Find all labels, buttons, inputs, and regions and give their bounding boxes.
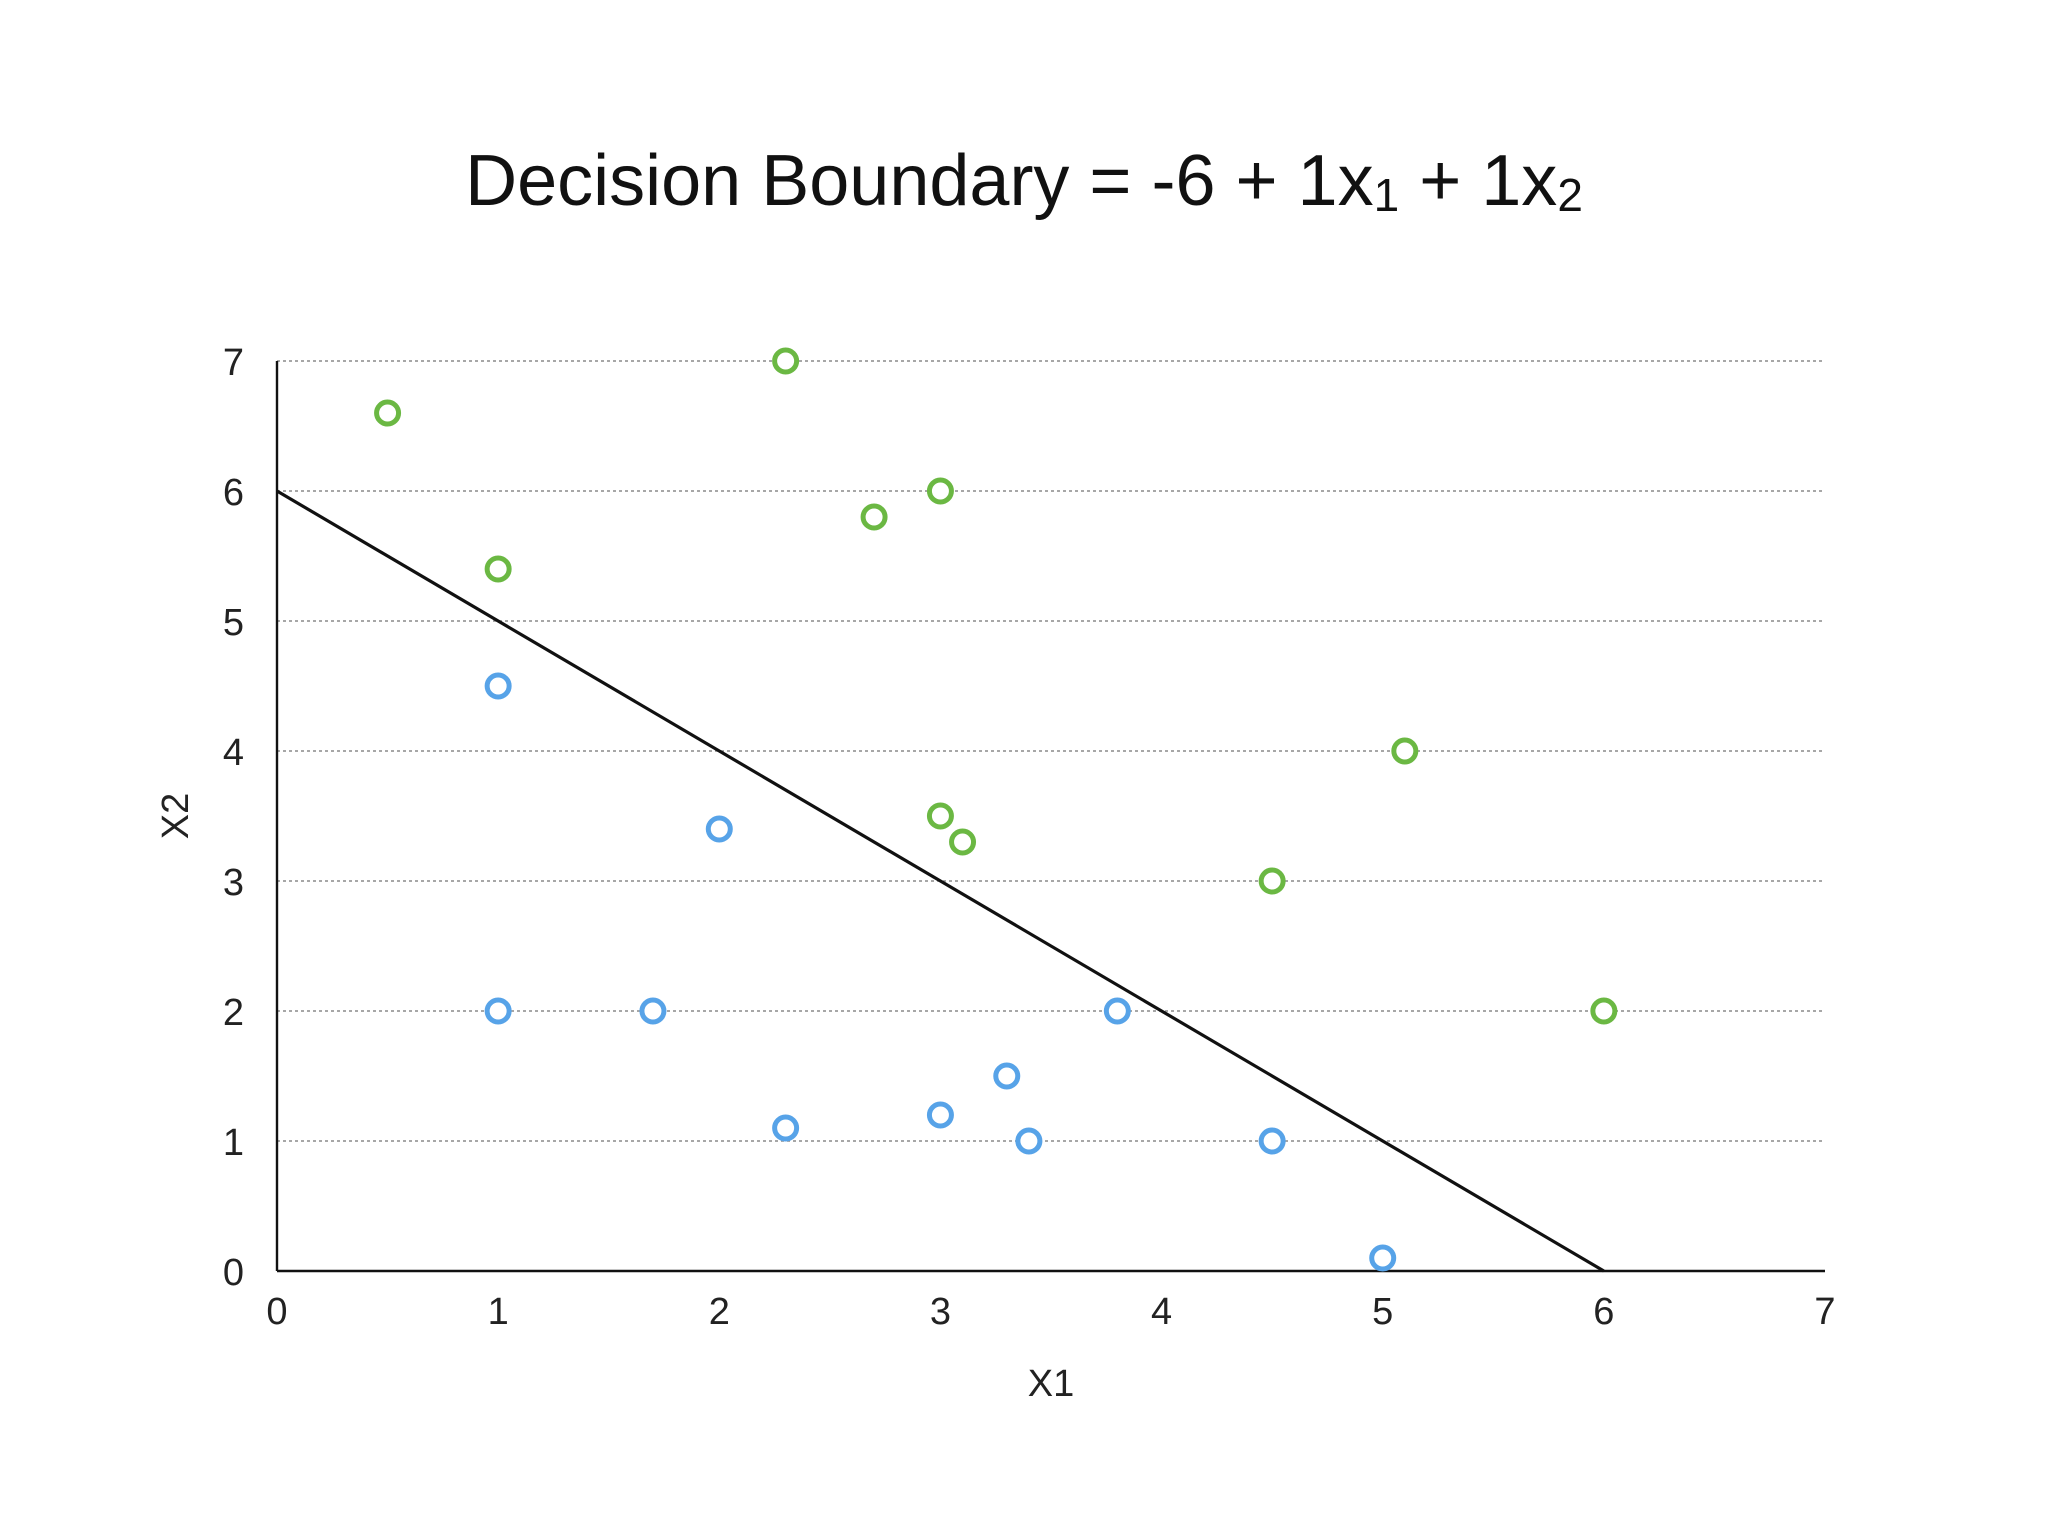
data-point <box>1258 867 1286 895</box>
y-axis-label: X2 <box>155 793 197 839</box>
y-tick-label: 0 <box>223 1252 244 1294</box>
data-point <box>705 815 733 843</box>
y-tick-label: 5 <box>223 602 244 644</box>
data-point <box>772 1114 800 1142</box>
y-tick-label: 3 <box>223 862 244 904</box>
data-point <box>926 802 954 830</box>
data-point <box>1015 1127 1043 1155</box>
data-point <box>639 997 667 1025</box>
data-point <box>926 1101 954 1129</box>
data-point <box>374 399 402 427</box>
y-tick-label: 2 <box>223 992 244 1034</box>
data-point <box>860 503 888 531</box>
x-tick-label: 5 <box>1372 1291 1393 1333</box>
data-points <box>374 347 1618 1272</box>
y-tick-label: 4 <box>223 732 244 774</box>
x-tick-label: 3 <box>930 1291 951 1333</box>
axes <box>275 361 1825 1273</box>
chart-title: Decision Boundary = -6 + 1x1 + 1x2 <box>0 140 2048 222</box>
x-tick-label: 0 <box>266 1291 287 1333</box>
data-point <box>949 828 977 856</box>
x-tick-label: 1 <box>488 1291 509 1333</box>
data-point <box>1258 1127 1286 1155</box>
data-point <box>772 347 800 375</box>
data-point <box>1590 997 1618 1025</box>
data-point <box>993 1062 1021 1090</box>
x-tick-label: 2 <box>709 1291 730 1333</box>
data-point <box>484 997 512 1025</box>
grid-lines <box>277 360 1825 1142</box>
tick-labels: 0 1 2 3 4 5 6 7 0 1 2 3 4 5 6 7 <box>223 342 1836 1333</box>
chart-title-mid: + 1x <box>1399 141 1558 221</box>
y-tick-label: 1 <box>223 1122 244 1164</box>
data-point <box>484 555 512 583</box>
data-point <box>484 672 512 700</box>
chart-title-sub2: 2 <box>1557 169 1583 221</box>
chart-title-main: Decision Boundary = -6 + 1x <box>465 141 1374 221</box>
x-tick-label: 7 <box>1814 1291 1835 1333</box>
x-tick-label: 6 <box>1593 1291 1614 1333</box>
data-point <box>926 477 954 505</box>
x-axis-label: X1 <box>1028 1363 1074 1405</box>
decision-boundary-line <box>276 489 1605 1273</box>
data-point <box>1369 1244 1397 1272</box>
y-tick-label: 7 <box>223 342 244 384</box>
decision-boundary <box>276 489 1605 1273</box>
x-tick-label: 4 <box>1151 1291 1172 1333</box>
data-point <box>1103 997 1131 1025</box>
y-tick-label: 6 <box>223 472 244 514</box>
chart-title-sub1: 1 <box>1373 169 1400 221</box>
data-point <box>1391 737 1419 765</box>
